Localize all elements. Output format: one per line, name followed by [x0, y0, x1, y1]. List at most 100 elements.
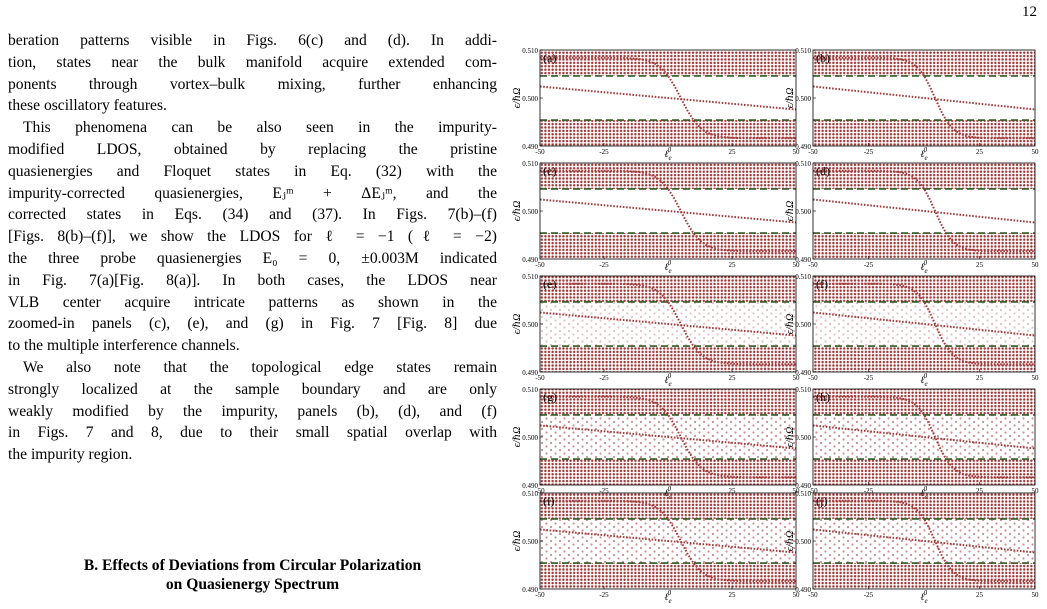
panel-label: (g) [543, 390, 557, 404]
x-label-sub: e [925, 597, 928, 605]
panel-label: (i) [543, 494, 554, 508]
x-axis-label: ℓe0 [920, 589, 927, 605]
upper-band [540, 276, 796, 302]
x-tick-label: -25 [864, 487, 874, 495]
edge-state [539, 424, 797, 450]
x-label-sup: 0 [668, 146, 672, 154]
x-axis-label: ℓe0 [664, 146, 671, 162]
vortex-state [813, 395, 1035, 479]
x-tick-label: 50 [793, 261, 801, 269]
x-label-sup: 0 [924, 485, 928, 493]
vortex-state [813, 169, 1035, 253]
y-axis-label: ϵ/ℏΩ [785, 531, 796, 551]
vortex-state [540, 56, 796, 140]
y-tick-label: 0.490 [795, 482, 811, 490]
panel: (c) 0.490 0.500 0.510 -50 -25 25 50 ℓe0 ϵ/ℏΩ [512, 160, 800, 275]
text-line: the three probe quasienergies E₀ = 0, ±0… [8, 249, 497, 267]
x-label-sup: 0 [924, 259, 928, 267]
text-line: We also note that the topological edge s… [23, 358, 497, 376]
x-tick-label: -25 [864, 148, 874, 156]
y-tick-label: 0.490 [522, 586, 538, 594]
x-axis-label: ℓe0 [664, 589, 671, 605]
edge-state [812, 198, 1036, 224]
y-tick-label: 0.490 [795, 256, 811, 264]
x-label-sub: e [669, 267, 672, 275]
y-axis-label: ϵ/ℏΩ [512, 531, 523, 551]
x-tick-label: 25 [976, 148, 984, 156]
x-tick-label: -25 [599, 487, 609, 495]
y-tick-label: 0.510 [795, 273, 811, 281]
scatter-spread [813, 414, 1035, 460]
x-tick-label: 25 [976, 487, 984, 495]
x-label-sup: 0 [668, 372, 672, 380]
text-line: VLB center acquire intricate patterns as… [8, 293, 497, 311]
lower-band [813, 346, 1035, 372]
x-label-sup: 0 [668, 589, 672, 597]
vortex-state [813, 499, 1035, 583]
page-number: 12 [1022, 4, 1037, 20]
y-axis-label: ϵ/ℏΩ [785, 427, 796, 447]
lower-band [813, 233, 1035, 259]
x-tick-label: -50 [808, 148, 818, 156]
x-tick-label: -50 [535, 487, 545, 495]
y-tick-label: 0.500 [522, 321, 538, 329]
upper-band [813, 276, 1035, 302]
x-tick-label: 25 [729, 261, 737, 269]
text-column: beration patterns visible in Figs. 6(c) … [8, 30, 497, 466]
panel-label: (c) [543, 164, 556, 178]
panel-label: (j) [816, 494, 827, 508]
text-line: in Figs. 7 and 8, due to their small spa… [8, 424, 497, 442]
y-tick-label: 0.510 [522, 273, 538, 281]
x-label-sub: e [669, 597, 672, 605]
x-label-sup: 0 [668, 485, 672, 493]
x-tick-label: -50 [808, 261, 818, 269]
text-line: these oscillatory features. [8, 97, 167, 115]
x-tick-label: 25 [976, 591, 984, 599]
x-label-sup: 0 [924, 146, 928, 154]
x-tick-label: 25 [976, 374, 984, 382]
edge-state [812, 311, 1036, 337]
text-line: modified LDOS, obtained by replacing the… [8, 140, 497, 158]
x-axis-label: ℓe0 [920, 146, 927, 162]
x-tick-label: -50 [808, 487, 818, 495]
upper-band [813, 389, 1035, 415]
x-tick-label: -25 [864, 374, 874, 382]
y-axis-label: ϵ/ℏΩ [512, 314, 523, 334]
vortex-state [813, 56, 1035, 140]
vortex-state [540, 395, 796, 479]
x-axis-label: ℓe0 [920, 372, 927, 388]
x-tick-label: -25 [599, 148, 609, 156]
panel-label: (d) [816, 164, 830, 178]
scatter-spread [813, 518, 1035, 564]
panel-label: (a) [543, 51, 556, 65]
edge-state [539, 198, 797, 224]
x-label-sub: e [925, 154, 928, 162]
x-tick-label: -50 [535, 591, 545, 599]
x-label-sub: e [669, 154, 672, 162]
x-label-sub: e [925, 267, 928, 275]
y-tick-label: 0.510 [522, 47, 538, 55]
y-tick-label: 0.510 [795, 47, 811, 55]
text-line: to the multiple interference channels. [8, 337, 240, 355]
y-tick-label: 0.490 [522, 143, 538, 151]
x-tick-label: 50 [1032, 591, 1040, 599]
y-axis-label: ϵ/ℏΩ [512, 427, 523, 447]
x-tick-label: 25 [729, 148, 737, 156]
edge-state [812, 85, 1036, 111]
panel: (b) 0.490 0.500 0.510 -50 -25 25 50 ℓe0 ϵ/ℏΩ [785, 47, 1039, 162]
y-tick-label: 0.490 [795, 586, 811, 594]
upper-band [813, 163, 1035, 189]
text-line: strongly localized at the sample boundar… [8, 380, 497, 398]
panel: (a) 0.490 0.500 0.510 -50 -25 25 50 ℓe0 ϵ/ℏΩ [512, 47, 800, 162]
panel-label: (h) [816, 390, 830, 404]
x-label-sub: e [925, 380, 928, 388]
y-axis-label: ϵ/ℏΩ [512, 201, 523, 221]
edge-state [812, 424, 1036, 450]
text-line: impurity-corrected quasienergies, Eⱼᵐ + … [8, 184, 497, 202]
vortex-state [540, 169, 796, 253]
y-tick-label: 0.510 [522, 386, 538, 394]
